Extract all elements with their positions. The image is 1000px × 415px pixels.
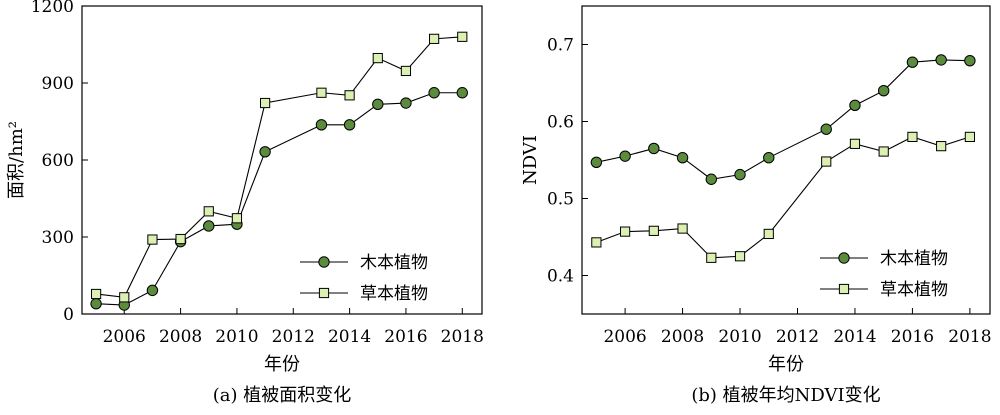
data-point-woody [146,284,159,297]
data-point-woody [676,151,689,164]
legend-label: 草本植物 [880,280,948,300]
chart-panel-a: 2006 2008 2010 2012 2014 2016 2018 0 300 600 900 12… [6,0,484,406]
data-point-woody [259,146,271,158]
x-tick-label: 2008 [159,327,202,347]
x-tick-label: 2010 [215,327,258,347]
x-axis-label: 年份 [264,354,300,375]
x-tick-label: 2008 [661,327,704,347]
data-point-woody [343,119,356,131]
legend-marker [318,256,330,268]
chart-panel-b: 2006 2008 2010 2012 2014 2016 2018 0.4 0.5 0.6 0.7… [520,5,992,406]
y-axis-label: NDVI [520,135,541,185]
data-point-herb [429,33,440,44]
data-point-woody [705,173,717,185]
chart-caption: (a) 植被面积变化 [213,385,352,406]
x-tick-label: 2016 [891,327,934,347]
data-point-herb [372,53,383,64]
data-point-herb [175,233,186,245]
x-tick-label: 2010 [718,327,761,347]
data-point-herb [763,228,774,240]
data-point-woody [648,142,660,155]
y-tick-label: 0.4 [547,267,574,287]
plot-frame [581,5,991,315]
y-tick-label: 1200 [31,0,74,17]
x-tick-label: 2016 [384,327,427,347]
data-point-woody [315,119,328,131]
y-tick-label: 0.5 [547,190,574,210]
x-tick-label: 2012 [272,327,315,347]
legend-marker [318,287,330,299]
y-tick-label: 300 [42,228,74,248]
legend-label: 木本植物 [360,253,428,273]
data-point-herb [734,251,746,262]
data-point-herb [90,288,102,300]
y-tick-label: 0.6 [547,113,574,133]
y-tick-label: 900 [42,74,74,94]
data-point-herb [619,226,631,237]
data-point-herb [344,90,355,101]
data-point-woody [820,123,832,135]
data-point-herb [907,131,918,143]
x-tick-label: 2012 [776,327,819,347]
data-point-woody [935,54,947,66]
chart-caption: (b) 植被年均NDVI变化 [691,385,880,406]
data-point-woody [456,87,468,99]
data-point-herb [457,31,468,42]
x-tick-label: 2006 [103,327,146,347]
x-tick-label: 2014 [833,327,876,347]
data-point-herb [147,234,158,245]
data-point-woody [906,56,919,68]
legend-label: 木本植物 [880,249,948,269]
data-point-woody [964,54,976,67]
y-axis-label: 面积/hm² [6,121,27,199]
data-point-herb [648,225,659,236]
data-point-herb [936,141,947,152]
y-tick-label: 600 [42,151,74,171]
data-point-herb [964,131,975,143]
data-point-herb [849,138,861,149]
y-tick-label: 0.7 [547,36,574,56]
data-point-herb [878,146,889,157]
series-line-woody [596,59,970,180]
data-point-herb [821,156,832,167]
data-point-woody [590,156,603,169]
data-point-woody [763,151,775,164]
data-point-herb [316,87,327,98]
legend-marker [838,283,850,295]
data-point-woody [619,150,631,162]
x-tick-label: 2006 [603,327,646,347]
x-tick-label: 2018 [948,327,991,347]
data-point-woody [849,99,861,112]
data-point-herb [400,65,412,77]
data-point-woody [877,85,890,97]
data-point-woody [428,87,440,99]
x-axis-label: 年份 [768,354,804,375]
data-point-woody [203,220,215,232]
data-point-herb [259,97,271,109]
data-point-herb [203,206,214,217]
data-point-herb [706,252,717,263]
legend-label: 草本植物 [360,284,428,304]
legend-marker [838,252,850,264]
data-point-herb [119,292,130,303]
series-line-woody [96,92,463,306]
x-tick-label: 2014 [328,327,371,347]
data-point-herb [677,223,688,234]
data-point-herb [591,237,602,248]
series-line-herb [596,136,971,259]
data-point-herb [231,213,243,224]
data-point-woody [90,298,102,310]
data-point-woody [734,168,746,181]
data-point-woody [372,98,384,111]
x-tick-label: 2018 [441,327,484,347]
y-tick-label: 0 [63,305,74,325]
data-point-woody [400,97,412,109]
